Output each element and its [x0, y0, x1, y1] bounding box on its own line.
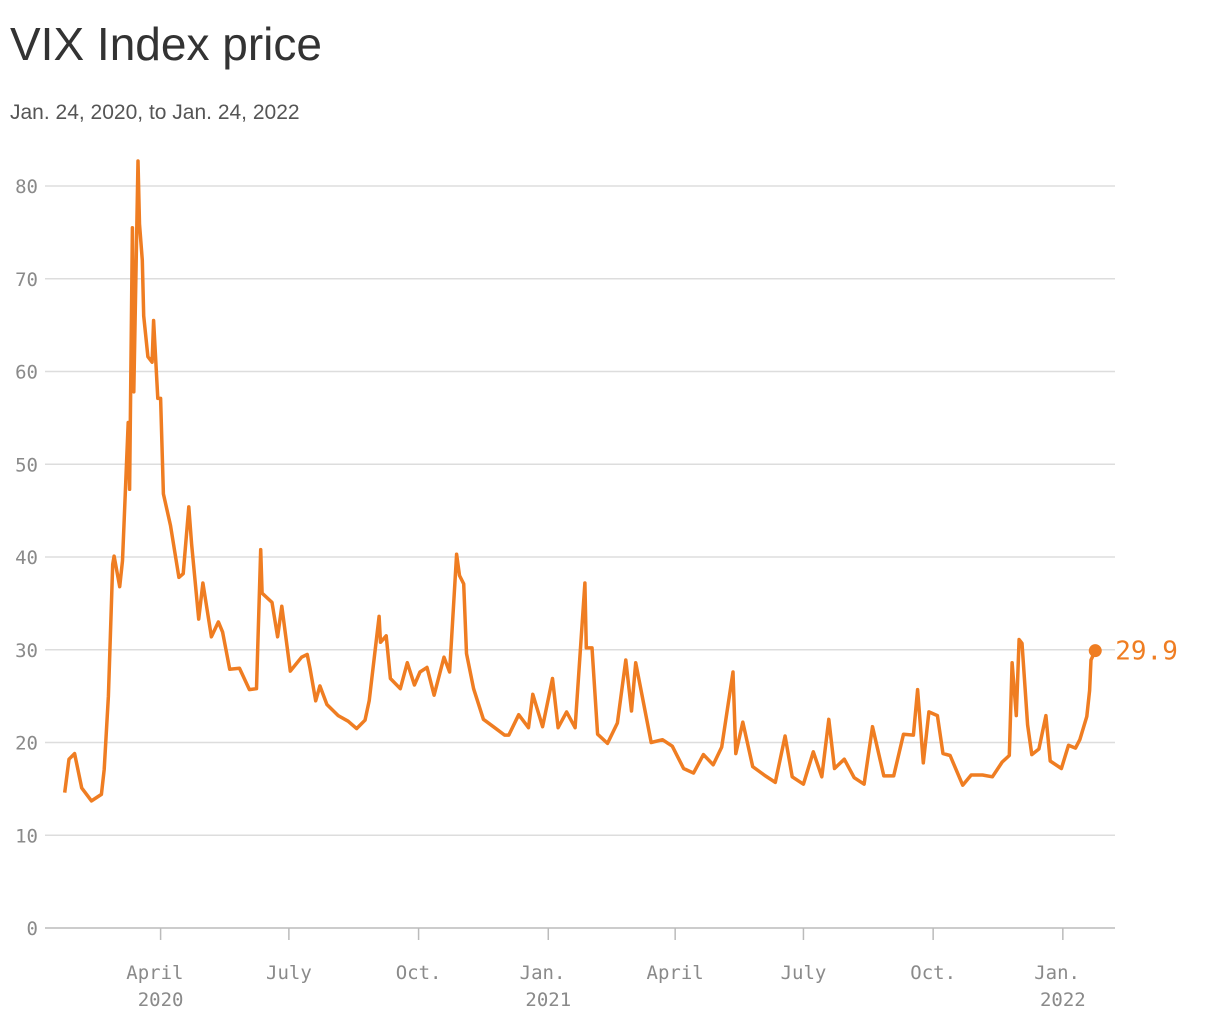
x-tick-label: Oct.: [910, 962, 956, 984]
line: [62, 159, 1097, 803]
chart-subtitle: Jan. 24, 2020, to Jan. 24, 2022: [10, 101, 300, 124]
y-tick-label: 40: [15, 547, 38, 569]
y-tick-label: 10: [15, 825, 38, 847]
x-tick-label: July: [781, 962, 827, 984]
x-tick-label: April: [647, 962, 704, 984]
y-tick-label: 60: [15, 362, 38, 384]
x-tick-label: Oct.: [396, 962, 442, 984]
x-tick-label: July: [266, 962, 312, 984]
y-tick-label: 70: [15, 269, 38, 291]
y-tick-label: 20: [15, 733, 38, 755]
x-tick-label: Jan. 2021: [520, 962, 577, 1011]
chart-title: VIX Index price: [10, 18, 322, 70]
y-tick-label: 80: [15, 176, 38, 198]
end-point: [1088, 644, 1102, 658]
y-tick-label: 0: [27, 918, 38, 940]
x-tick-label: April 2020: [126, 962, 195, 1011]
y-tick-label: 50: [15, 454, 38, 476]
y-tick-label: 30: [15, 640, 38, 662]
x-tick-label: Jan. 2022: [1034, 962, 1091, 1011]
end-label: 29.9: [1115, 637, 1178, 667]
